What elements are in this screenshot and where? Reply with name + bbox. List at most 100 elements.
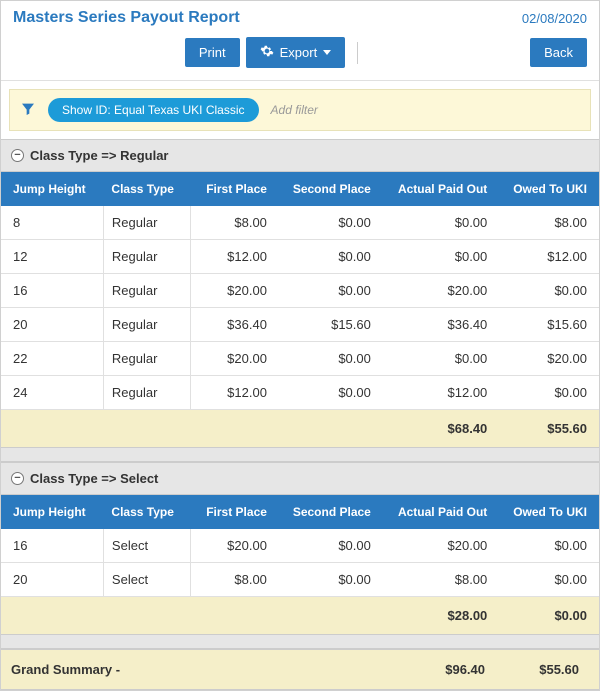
toolbar: Print Export Back xyxy=(1,31,599,81)
table-row: 8Regular$8.00$0.00$0.00$8.00 xyxy=(1,206,599,240)
cell-actual-paid-out: $12.00 xyxy=(379,376,495,410)
cell-class-type: Regular xyxy=(103,240,190,274)
cell-class-type: Select xyxy=(103,529,190,563)
subtotal-owed-to-uki: $55.60 xyxy=(495,410,599,448)
group-header-label: Class Type => Regular xyxy=(30,148,169,163)
cell-jump-height: 20 xyxy=(1,563,103,597)
table-row: 16Regular$20.00$0.00$20.00$0.00 xyxy=(1,274,599,308)
col-second-place[interactable]: Second Place xyxy=(275,495,379,529)
group-header[interactable]: −Class Type => Regular xyxy=(1,139,599,172)
cell-owed-to-uki: $0.00 xyxy=(495,529,599,563)
cell-jump-height: 24 xyxy=(1,376,103,410)
table-row: 24Regular$12.00$0.00$12.00$0.00 xyxy=(1,376,599,410)
cell-jump-height: 16 xyxy=(1,529,103,563)
cell-jump-height: 12 xyxy=(1,240,103,274)
cell-owed-to-uki: $12.00 xyxy=(495,240,599,274)
cell-actual-paid-out: $0.00 xyxy=(379,342,495,376)
cell-actual-paid-out: $20.00 xyxy=(379,274,495,308)
filter-pill-label: Show ID: Equal Texas UKI Classic xyxy=(62,103,245,117)
group-header[interactable]: −Class Type => Select xyxy=(1,462,599,495)
col-actual-paid-out[interactable]: Actual Paid Out xyxy=(379,172,495,206)
cell-owed-to-uki: $0.00 xyxy=(495,563,599,597)
cell-first-place: $12.00 xyxy=(190,376,275,410)
col-class-type[interactable]: Class Type xyxy=(103,495,190,529)
subtotal-row: $28.00$0.00 xyxy=(1,597,599,635)
cell-actual-paid-out: $0.00 xyxy=(379,240,495,274)
gap-row xyxy=(1,448,599,462)
subtotal-paid-out: $68.40 xyxy=(379,410,495,448)
col-first-place[interactable]: First Place xyxy=(190,495,275,529)
cell-class-type: Regular xyxy=(103,342,190,376)
table-row: 22Regular$20.00$0.00$0.00$20.00 xyxy=(1,342,599,376)
cell-first-place: $12.00 xyxy=(190,240,275,274)
cell-class-type: Regular xyxy=(103,376,190,410)
subtotal-row: $68.40$55.60 xyxy=(1,410,599,448)
cell-actual-paid-out: $8.00 xyxy=(379,563,495,597)
group-header-label: Class Type => Select xyxy=(30,471,158,486)
cell-owed-to-uki: $15.60 xyxy=(495,308,599,342)
table-row: 20Select$8.00$0.00$8.00$0.00 xyxy=(1,563,599,597)
cell-first-place: $20.00 xyxy=(190,529,275,563)
cell-jump-height: 8 xyxy=(1,206,103,240)
cell-first-place: $8.00 xyxy=(190,206,275,240)
cell-actual-paid-out: $36.40 xyxy=(379,308,495,342)
cell-second-place: $0.00 xyxy=(275,529,379,563)
cell-owed-to-uki: $8.00 xyxy=(495,206,599,240)
cell-actual-paid-out: $20.00 xyxy=(379,529,495,563)
cell-owed-to-uki: $20.00 xyxy=(495,342,599,376)
cell-class-type: Select xyxy=(103,563,190,597)
back-button[interactable]: Back xyxy=(530,38,587,67)
report-date: 02/08/2020 xyxy=(522,11,587,26)
filter-pill-show-id[interactable]: Show ID: Equal Texas UKI Classic xyxy=(48,98,259,122)
cell-second-place: $0.00 xyxy=(275,342,379,376)
cell-jump-height: 20 xyxy=(1,308,103,342)
col-class-type[interactable]: Class Type xyxy=(103,172,190,206)
col-owed-to-uki[interactable]: Owed To UKI xyxy=(495,172,599,206)
cell-actual-paid-out: $0.00 xyxy=(379,206,495,240)
col-jump-height[interactable]: Jump Height xyxy=(1,495,103,529)
toolbar-center: Print Export xyxy=(185,37,358,68)
col-first-place[interactable]: First Place xyxy=(190,172,275,206)
cell-class-type: Regular xyxy=(103,308,190,342)
add-filter-input[interactable]: Add filter xyxy=(271,103,318,117)
col-actual-paid-out[interactable]: Actual Paid Out xyxy=(379,495,495,529)
back-button-label: Back xyxy=(544,45,573,60)
cell-second-place: $0.00 xyxy=(275,206,379,240)
cell-second-place: $0.00 xyxy=(275,240,379,274)
payout-table: Jump HeightClass TypeFirst PlaceSecond P… xyxy=(1,495,599,649)
chevron-down-icon xyxy=(323,50,331,55)
cell-first-place: $36.40 xyxy=(190,308,275,342)
table-row: 12Regular$12.00$0.00$0.00$12.00 xyxy=(1,240,599,274)
print-button[interactable]: Print xyxy=(185,38,240,67)
filter-bar: Show ID: Equal Texas UKI Classic Add fil… xyxy=(9,89,591,131)
cell-first-place: $8.00 xyxy=(190,563,275,597)
cell-second-place: $0.00 xyxy=(275,563,379,597)
page-title: Masters Series Payout Report xyxy=(13,9,240,27)
table-row: 16Select$20.00$0.00$20.00$0.00 xyxy=(1,529,599,563)
cell-owed-to-uki: $0.00 xyxy=(495,274,599,308)
report-container: Masters Series Payout Report 02/08/2020 … xyxy=(0,0,600,691)
cell-jump-height: 22 xyxy=(1,342,103,376)
cell-jump-height: 16 xyxy=(1,274,103,308)
export-button[interactable]: Export xyxy=(246,37,346,68)
table-row: 20Regular$36.40$15.60$36.40$15.60 xyxy=(1,308,599,342)
funnel-icon[interactable] xyxy=(20,101,36,120)
payout-table: Jump HeightClass TypeFirst PlaceSecond P… xyxy=(1,172,599,462)
cell-class-type: Regular xyxy=(103,274,190,308)
col-second-place[interactable]: Second Place xyxy=(275,172,379,206)
gap-row xyxy=(1,635,599,649)
col-owed-to-uki[interactable]: Owed To UKI xyxy=(495,495,599,529)
header-bar: Masters Series Payout Report 02/08/2020 xyxy=(1,1,599,31)
subtotal-owed-to-uki: $0.00 xyxy=(495,597,599,635)
cell-first-place: $20.00 xyxy=(190,342,275,376)
cell-owed-to-uki: $0.00 xyxy=(495,376,599,410)
cell-second-place: $15.60 xyxy=(275,308,379,342)
cell-second-place: $0.00 xyxy=(275,274,379,308)
cell-second-place: $0.00 xyxy=(275,376,379,410)
export-button-label: Export xyxy=(280,45,318,60)
col-jump-height[interactable]: Jump Height xyxy=(1,172,103,206)
print-button-label: Print xyxy=(199,45,226,60)
cell-class-type: Regular xyxy=(103,206,190,240)
cell-first-place: $20.00 xyxy=(190,274,275,308)
collapse-icon: − xyxy=(11,472,24,485)
